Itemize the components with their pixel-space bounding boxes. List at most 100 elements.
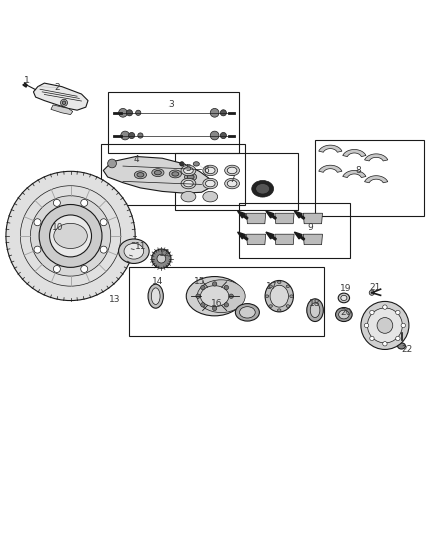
- Ellipse shape: [225, 165, 240, 176]
- Polygon shape: [33, 83, 88, 110]
- Circle shape: [100, 219, 107, 226]
- Text: 7: 7: [229, 175, 235, 184]
- Ellipse shape: [151, 288, 160, 304]
- Circle shape: [370, 310, 374, 314]
- Text: 21: 21: [370, 283, 381, 292]
- Circle shape: [100, 246, 107, 253]
- Text: 9: 9: [308, 223, 314, 232]
- Text: 22: 22: [401, 345, 412, 354]
- Ellipse shape: [227, 180, 237, 187]
- Ellipse shape: [286, 305, 290, 308]
- Ellipse shape: [270, 285, 288, 307]
- Polygon shape: [303, 213, 322, 224]
- Circle shape: [60, 99, 67, 106]
- Polygon shape: [319, 165, 342, 172]
- Polygon shape: [51, 105, 73, 115]
- Polygon shape: [303, 234, 322, 245]
- Text: 11: 11: [134, 243, 146, 252]
- FancyArrow shape: [294, 211, 305, 219]
- Text: 1: 1: [24, 76, 30, 85]
- Ellipse shape: [205, 167, 215, 174]
- Ellipse shape: [341, 295, 347, 301]
- Circle shape: [212, 282, 217, 286]
- Circle shape: [180, 161, 184, 166]
- Circle shape: [127, 110, 133, 116]
- Text: 3: 3: [168, 100, 174, 109]
- Circle shape: [361, 302, 409, 350]
- Polygon shape: [398, 329, 406, 337]
- Circle shape: [383, 305, 387, 309]
- Ellipse shape: [193, 161, 199, 166]
- Ellipse shape: [339, 310, 349, 319]
- Circle shape: [224, 285, 229, 290]
- Ellipse shape: [186, 277, 243, 316]
- Text: 17: 17: [265, 281, 277, 290]
- Ellipse shape: [205, 180, 215, 187]
- Circle shape: [396, 336, 400, 341]
- Ellipse shape: [169, 170, 181, 178]
- FancyArrow shape: [266, 232, 276, 240]
- Polygon shape: [364, 154, 388, 161]
- Text: 15: 15: [194, 277, 205, 286]
- Text: 12: 12: [159, 249, 170, 258]
- Circle shape: [53, 199, 60, 206]
- Polygon shape: [364, 176, 388, 183]
- Circle shape: [210, 131, 219, 140]
- Circle shape: [62, 101, 66, 104]
- Circle shape: [30, 196, 111, 276]
- Ellipse shape: [203, 179, 218, 189]
- Ellipse shape: [265, 295, 269, 297]
- Text: 2: 2: [55, 83, 60, 92]
- Circle shape: [396, 310, 400, 314]
- Bar: [175, 153, 297, 210]
- Circle shape: [136, 110, 141, 116]
- Circle shape: [53, 265, 60, 272]
- Ellipse shape: [172, 172, 179, 176]
- Circle shape: [224, 303, 229, 307]
- Ellipse shape: [336, 308, 352, 321]
- Circle shape: [81, 199, 88, 206]
- Ellipse shape: [181, 179, 196, 189]
- Circle shape: [201, 303, 205, 307]
- Ellipse shape: [181, 165, 196, 176]
- Polygon shape: [275, 234, 294, 245]
- Ellipse shape: [148, 284, 163, 308]
- Ellipse shape: [201, 286, 229, 306]
- Ellipse shape: [187, 175, 194, 179]
- Circle shape: [6, 171, 135, 301]
- Ellipse shape: [154, 171, 161, 175]
- Circle shape: [34, 246, 41, 253]
- Circle shape: [377, 318, 393, 333]
- Circle shape: [152, 249, 171, 268]
- Circle shape: [108, 159, 117, 168]
- Ellipse shape: [184, 180, 193, 187]
- FancyArrow shape: [266, 211, 276, 219]
- Circle shape: [212, 306, 217, 311]
- Text: 8: 8: [356, 166, 362, 175]
- Bar: [101, 144, 245, 205]
- Circle shape: [81, 265, 88, 272]
- Bar: [130, 266, 324, 336]
- Polygon shape: [247, 234, 266, 245]
- Text: 20: 20: [340, 308, 351, 317]
- Polygon shape: [343, 150, 366, 157]
- Ellipse shape: [290, 295, 293, 297]
- Text: 10: 10: [52, 223, 63, 232]
- Ellipse shape: [184, 173, 197, 181]
- Ellipse shape: [286, 285, 290, 288]
- Circle shape: [34, 219, 41, 226]
- FancyArrow shape: [294, 232, 305, 240]
- Circle shape: [367, 308, 403, 343]
- Circle shape: [369, 290, 374, 295]
- Ellipse shape: [256, 183, 270, 194]
- Ellipse shape: [124, 244, 144, 259]
- Circle shape: [49, 215, 92, 257]
- Circle shape: [370, 336, 374, 341]
- Text: 14: 14: [152, 277, 163, 286]
- Ellipse shape: [240, 306, 255, 318]
- Ellipse shape: [134, 171, 147, 179]
- Circle shape: [121, 131, 130, 140]
- Polygon shape: [343, 171, 366, 177]
- Ellipse shape: [235, 304, 259, 321]
- Ellipse shape: [269, 305, 272, 308]
